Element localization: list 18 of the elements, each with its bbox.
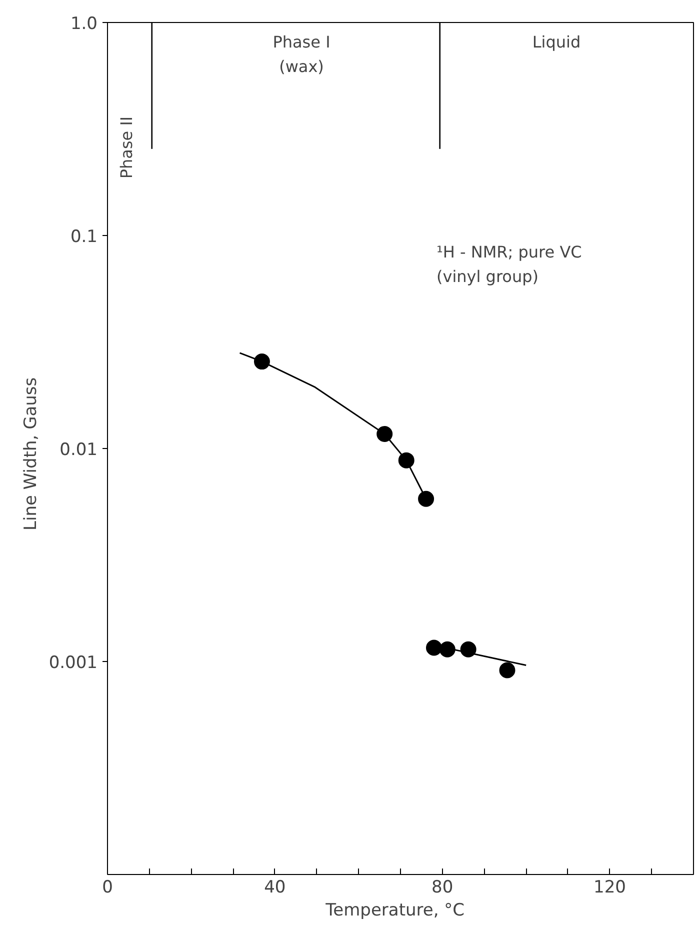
y-tick-label: 0.001 (48, 653, 98, 673)
annotation: Phase I (wax) (272, 32, 330, 76)
point (426, 640, 442, 656)
x-axis-title: Temperature, °C (324, 900, 465, 920)
point (499, 662, 516, 678)
x-tick-label: 0 (102, 878, 113, 898)
y-tick-label: 0.01 (60, 440, 98, 460)
y-tick-label: 0.1 (70, 227, 98, 247)
x-tick-label: 120 (594, 878, 626, 898)
x-tick-label: 80 (432, 878, 454, 898)
y-tick-label: 1.0 (70, 14, 98, 34)
x-tick-label: 40 (264, 878, 286, 898)
point (460, 641, 476, 658)
annotation: Phase II (117, 116, 136, 179)
point (418, 490, 434, 507)
y-axis-title: Line Width, Gauss (20, 377, 41, 530)
annotation: ¹H - NMR; pure VC (vinyl group) (436, 242, 582, 286)
annotation: Liquid (532, 32, 581, 52)
